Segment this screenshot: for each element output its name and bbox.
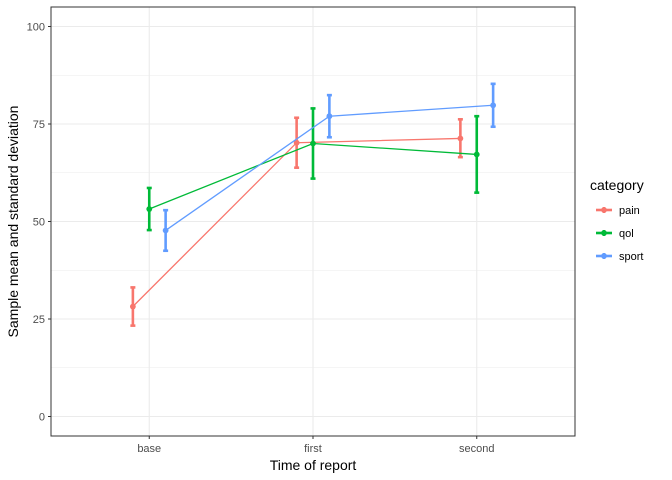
y-axis: 0 25 50 75 100 bbox=[27, 22, 51, 424]
x-tick-label: first bbox=[304, 443, 322, 455]
x-tick-label: base bbox=[137, 443, 161, 455]
x-axis: base first second bbox=[137, 436, 494, 455]
y-tick-label: 100 bbox=[27, 22, 45, 34]
data-point bbox=[490, 102, 497, 109]
y-tick-label: 50 bbox=[33, 217, 45, 229]
y-tick-label: 25 bbox=[33, 314, 45, 326]
data-point bbox=[129, 303, 136, 310]
data-point bbox=[293, 139, 300, 146]
legend-title: category bbox=[590, 177, 644, 193]
legend-label: pain bbox=[619, 205, 640, 217]
data-point bbox=[457, 135, 464, 142]
data-point bbox=[473, 151, 480, 158]
legend-item-sport: sport bbox=[596, 251, 643, 263]
data-point bbox=[146, 206, 153, 212]
data-point bbox=[326, 113, 333, 120]
x-tick-label: second bbox=[459, 443, 494, 455]
legend-key-point bbox=[601, 230, 607, 236]
series-qol bbox=[146, 107, 480, 232]
data-point bbox=[310, 140, 316, 147]
legend-label: qol bbox=[619, 228, 634, 240]
series-layer bbox=[129, 82, 497, 327]
x-axis-title: Time of report bbox=[270, 457, 357, 473]
legend-key-point bbox=[601, 253, 607, 259]
y-axis-title: Sample mean and standard deviation bbox=[5, 106, 21, 338]
legend-label: sport bbox=[619, 251, 643, 263]
legend-key-point bbox=[601, 207, 607, 213]
series-pain bbox=[129, 116, 464, 327]
y-tick-label: 0 bbox=[39, 412, 45, 424]
data-point bbox=[162, 227, 169, 234]
y-tick-label: 75 bbox=[33, 119, 45, 131]
series-sport bbox=[162, 82, 497, 253]
legend: category pain qol sport bbox=[590, 177, 644, 263]
legend-item-pain: pain bbox=[596, 205, 640, 217]
legend-item-qol: qol bbox=[596, 228, 634, 240]
